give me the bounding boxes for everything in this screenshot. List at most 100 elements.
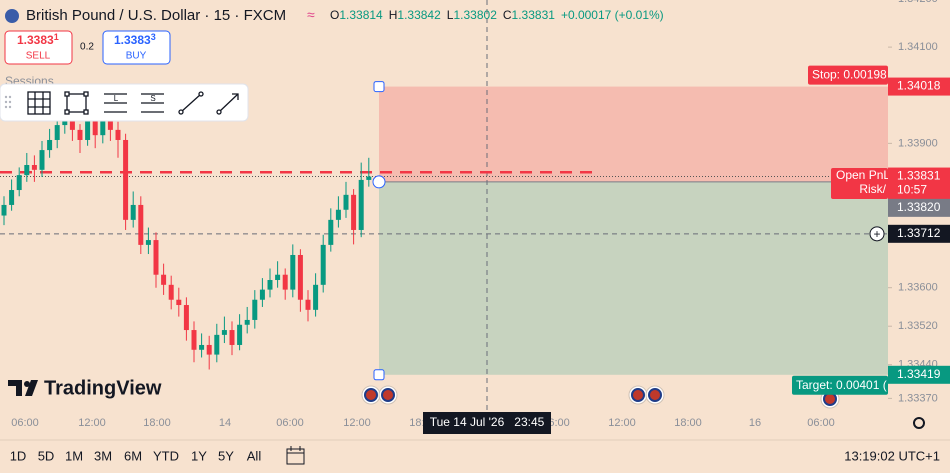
indicator-icon: ≈ [307,7,315,23]
y-tick-label: 1.33520 [898,320,938,332]
stop-label-box [808,65,888,85]
entry-price-box [888,198,950,217]
candle-body [259,289,265,300]
l-value: 1.33802 [453,8,497,22]
x-tick-label: 06:00 [276,417,304,429]
svg-text:S: S [150,94,155,103]
last-price-box [888,167,950,200]
arrow-tool[interactable] [216,93,239,115]
x-tick-label: 06:00 [11,417,39,429]
last-price: 1.33831 [897,169,941,183]
buy-box [102,30,171,65]
sell-price: 1.33831 [17,32,59,47]
short-tool[interactable]: S [141,93,164,113]
candle-body [358,179,364,230]
y-tick-label: 1.33600 [898,282,938,294]
candle-body [39,150,45,170]
crosshair-time: Tue 14 Jul '26 23:45 [430,415,545,429]
add-alert-icon[interactable] [869,226,885,242]
l-label: L [447,8,454,22]
y-tick-label: 1.34200 [898,0,938,5]
clock: 13:19:02 UTC+1 [844,448,940,463]
risk-label: Risk/ [859,182,886,196]
trendline-tool[interactable] [178,91,204,115]
event-flag-inner [823,392,837,406]
c-label: C [503,8,512,22]
target-label: Target: 0.00401 ( [796,378,887,392]
countdown: 10:57 [897,183,927,197]
range-button[interactable]: 1Y [191,448,207,463]
open-pnl: Open PnL [836,168,890,182]
settings-icon[interactable] [913,417,925,429]
stop-price: 1.34018 [897,79,941,93]
candle-body [145,240,151,245]
drawing-toolbar: L S [0,83,249,122]
stop-label: Stop: 0.00198 [812,68,887,82]
o-value: 1.33814 [339,8,383,22]
candle-body [183,305,189,331]
crosshair-time-box [423,412,551,434]
range-button[interactable]: 1M [65,448,83,463]
sell-price-main: 1.3383 [17,33,54,47]
candle-body [100,120,106,136]
candle-body [237,324,243,345]
candle-body [191,330,197,350]
x-tick-label: 12:00 [608,417,636,429]
entry-price: 1.33820 [897,200,941,214]
event-flag-inner [364,388,378,402]
logo-text: TradingView [44,377,162,399]
x-tick-label: 18:00 [674,417,702,429]
svg-text:L: L [114,94,119,103]
x-tick-label: 12:00 [343,417,371,429]
sell-pip: 1 [54,32,59,42]
buy-button[interactable]: 1.33833 BUY [102,30,171,65]
candle-body [85,114,91,140]
candle-body [252,299,258,320]
plot-area: 1.34200 1.34100 1.33900 1.33600 1.33520 1.334… [0,0,938,429]
target-zone [379,181,888,375]
buy-label: BUY [126,51,147,62]
range-button[interactable]: 1D [10,448,27,463]
candle-body [31,165,37,170]
range-button[interactable]: 3M [94,448,112,463]
candle-body [221,330,227,335]
range-button[interactable]: All [247,448,262,463]
candle-body [47,139,53,151]
crosshair-price: 1.33712 [897,226,941,240]
range-button[interactable]: 5Y [218,448,234,463]
grid-tool[interactable] [27,91,51,115]
pnl-box [831,168,888,199]
candle-body [313,284,319,310]
candle-body [366,176,372,180]
candle-body [9,190,15,205]
stop-handle [373,81,385,93]
y-tick-label: 1.33370 [898,392,938,404]
target-price: 1.33419 [897,367,941,381]
candle-body [297,254,303,300]
y-tick-label: 1.34100 [898,41,938,53]
candle-body [176,299,182,306]
footer: 1D 5D 1M 3M 6M YTD 1Y 5Y All [10,448,262,463]
candle-body [320,244,326,285]
sell-button[interactable]: 1.33831 SELL [4,30,73,65]
candle-body [275,274,281,281]
range-button[interactable]: 5D [38,448,55,463]
candle-body [77,129,83,140]
candle-body [335,209,341,220]
candle-body [161,274,167,285]
candle-body [54,125,60,140]
event-flag-inner [631,388,645,402]
buy-price-main: 1.3383 [114,33,151,47]
buy-price: 1.33833 [114,32,156,47]
sell-box [4,30,73,65]
logo-mark [8,380,38,396]
range-button[interactable]: YTD [153,448,179,463]
ohlc: O1.33814 H1.33842 L1.33802 C1.33831 +0.00017… [330,8,664,22]
long-tool[interactable]: L [104,93,127,113]
change: +0.00017 (+0.01%) [561,8,664,22]
candle-body [168,284,174,300]
range-button[interactable]: 6M [124,448,142,463]
calendar-icon[interactable] [286,446,305,465]
candle-body [351,194,357,230]
rectangle-tool[interactable] [64,91,89,115]
